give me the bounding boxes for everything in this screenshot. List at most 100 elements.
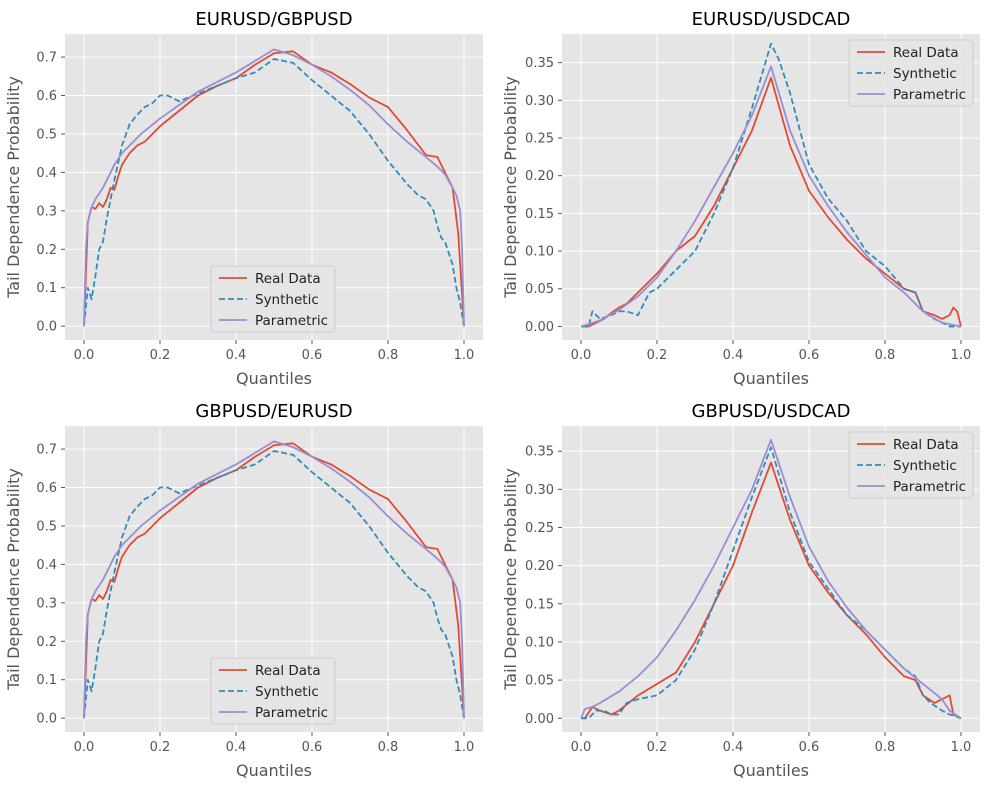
y-tick-label: 0.20 [525,169,554,184]
legend-box [848,431,974,499]
series-line-real-data [581,76,962,328]
x-tick-label: 0.8 [378,348,399,363]
chart-title: GBPUSD/USDCAD [692,401,851,422]
subplot-3: 0.0 0.2 0.4 0.6 0.8 1.0 0.0 0.1 0.2 0.3 0.4 0.5 0.6 0… [4,401,483,780]
legend-label: Parametric [255,313,328,329]
y-tick-label: 0.10 [525,245,554,260]
y-tick-label: 0.2 [36,635,57,650]
x-tick-label: 1.0 [454,348,475,363]
series-line-real-data [581,461,962,720]
x-tick-label: 1.0 [951,348,972,363]
legend-label: Synthetic [893,458,957,474]
legend-box [210,657,336,725]
x-tick-label: 0.0 [74,740,95,755]
legend: Real Data Synthetic Parametric [848,39,974,107]
series-line-synthetic [581,446,962,720]
x-axis-label: Quantiles [236,369,312,388]
legend-label: Real Data [255,271,321,287]
y-tick-label: 0.15 [525,207,554,222]
y-tick-label: 0.30 [525,94,554,109]
y-tick-label: 0.1 [36,281,57,296]
series-line-real-data [83,50,465,327]
y-tick-label: 0.4 [36,558,57,573]
y-tick-label: 0.30 [525,483,554,498]
y-tick-label: 0.35 [525,445,554,460]
legend-label: Synthetic [893,66,957,82]
y-tick-label: 0.7 [36,443,57,458]
series-line-real-data [83,442,465,719]
y-axis-label: Tail Dependence Probability [501,76,520,299]
series-line-parametric [83,48,465,327]
chart-title: GBPUSD/EURUSD [195,401,352,422]
x-tick-label: 0.4 [723,740,744,755]
y-tick-label: 0.05 [525,282,554,297]
y-tick-label: 0.25 [525,521,554,536]
series-line-parametric [580,438,962,720]
y-tick-label: 0.20 [525,559,554,574]
x-axis-label: Quantiles [733,761,809,780]
x-tick-label: 0.2 [150,740,171,755]
legend-label: Parametric [893,479,966,495]
x-tick-label: 0.0 [571,348,592,363]
y-axis-label: Tail Dependence Probability [4,468,23,691]
y-axis-label: Tail Dependence Probability [4,76,23,299]
x-tick-label: 0.6 [302,740,323,755]
y-tick-label: 0.0 [36,320,57,335]
y-tick-label: 0.0 [36,712,57,727]
x-tick-label: 0.2 [647,348,668,363]
subplot-2: 0.0 0.2 0.4 0.6 0.8 1.0 0.00 0.05 0.10 0.15 0.20 0.… [501,9,980,388]
x-tick-label: 1.0 [454,740,475,755]
legend: Real Data Synthetic Parametric [210,265,336,333]
x-tick-label: 0.4 [723,348,744,363]
x-tick-label: 0.2 [647,740,668,755]
y-tick-label: 0.25 [525,132,554,147]
legend-label: Real Data [255,663,321,679]
y-tick-label: 0.4 [36,166,57,181]
x-tick-label: 0.6 [799,348,820,363]
legend-label: Synthetic [255,292,319,308]
y-axis-label: Tail Dependence Probability [501,468,520,691]
legend-label: Synthetic [255,684,319,700]
legend-label: Parametric [255,705,328,721]
x-tick-label: 0.4 [226,740,247,755]
legend-label: Real Data [893,45,959,61]
x-tick-label: 1.0 [951,740,972,755]
y-tick-label: 0.5 [36,127,57,142]
y-tick-label: 0.05 [525,674,554,689]
legend-box [210,265,336,333]
series-line-parametric [580,65,962,328]
legend: Real Data Synthetic Parametric [210,657,336,725]
y-tick-label: 0.35 [525,56,554,71]
subplot-1: 0.0 0.2 0.4 0.6 0.8 1.0 0.0 0.1 0.2 0.3 0.4 0.5 0.6 0… [4,9,483,388]
x-tick-label: 0.2 [150,348,171,363]
x-tick-label: 0.0 [74,348,95,363]
legend-label: Parametric [893,87,966,103]
y-tick-label: 0.6 [36,89,57,104]
x-axis-label: Quantiles [733,369,809,388]
series-line-synthetic [83,450,465,719]
legend-label: Real Data [893,437,959,453]
subplot-4: 0.0 0.2 0.4 0.6 0.8 1.0 0.00 0.05 0.10 0.15 0.20 0.… [501,401,980,780]
x-tick-label: 0.8 [875,740,896,755]
x-tick-label: 0.4 [226,348,247,363]
y-tick-label: 0.00 [525,712,554,727]
y-tick-label: 0.7 [36,51,57,66]
y-tick-label: 0.10 [525,635,554,650]
series-line-parametric [83,440,465,719]
y-tick-label: 0.6 [36,481,57,496]
y-tick-label: 0.3 [36,204,57,219]
legend-box [848,39,974,107]
series-line-synthetic [83,58,465,327]
x-tick-label: 0.8 [875,348,896,363]
x-tick-label: 0.8 [378,740,399,755]
x-tick-label: 0.6 [302,348,323,363]
y-tick-label: 0.2 [36,243,57,258]
y-tick-label: 0.15 [525,597,554,612]
y-tick-label: 0.5 [36,519,57,534]
y-tick-label: 0.3 [36,596,57,611]
x-tick-label: 0.0 [571,740,592,755]
legend: Real Data Synthetic Parametric [848,431,974,499]
x-tick-label: 0.6 [799,740,820,755]
y-tick-label: 0.00 [525,320,554,335]
